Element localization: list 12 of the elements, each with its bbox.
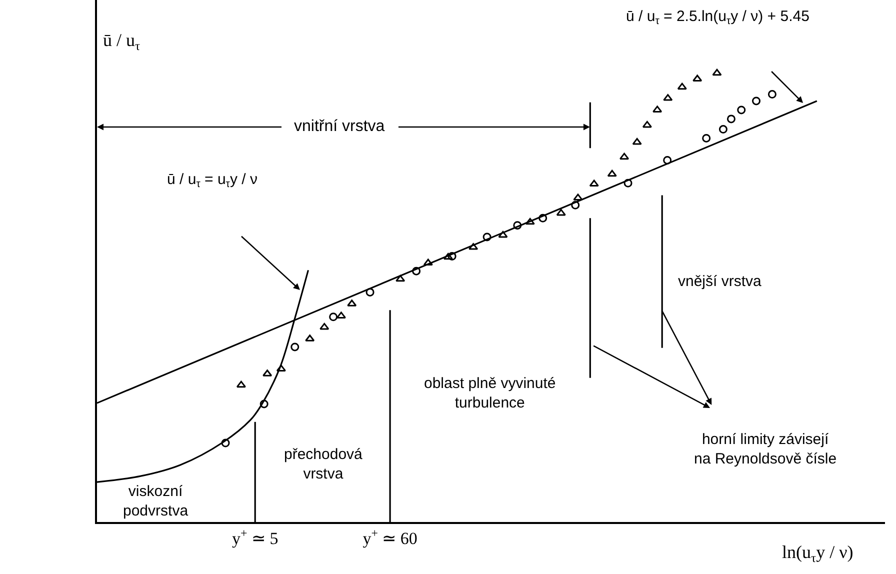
annotation: přechodová vrstva: [284, 446, 364, 482]
annotation: viskozní podvrstva: [123, 483, 189, 520]
text: ū / u$_{τ}$ = 2.5.ln(u$_{τ}$y / ν) + 5.45: [626, 8, 810, 28]
annotation: oblast plně vyvinuté turbulence: [424, 375, 556, 412]
x-tick-label: y$^{+}$ ≃ 60: [362, 526, 418, 548]
annotation: ū / u$_{τ}$ = u$_{τ}$y / ν: [167, 171, 258, 190]
x-axis-title: ln(u$_{τ}$y / ν): [782, 542, 854, 565]
annotation: vnitřní vrstva: [294, 118, 385, 135]
y-axis-title: ū / u$_{τ}$: [103, 30, 140, 53]
annotation: vnější vrstva: [678, 273, 762, 290]
annotation: horní limity závisejí na Reynoldsově čísle: [694, 431, 837, 468]
x-tick-label: y$^{+}$ ≃ 5: [232, 526, 278, 548]
